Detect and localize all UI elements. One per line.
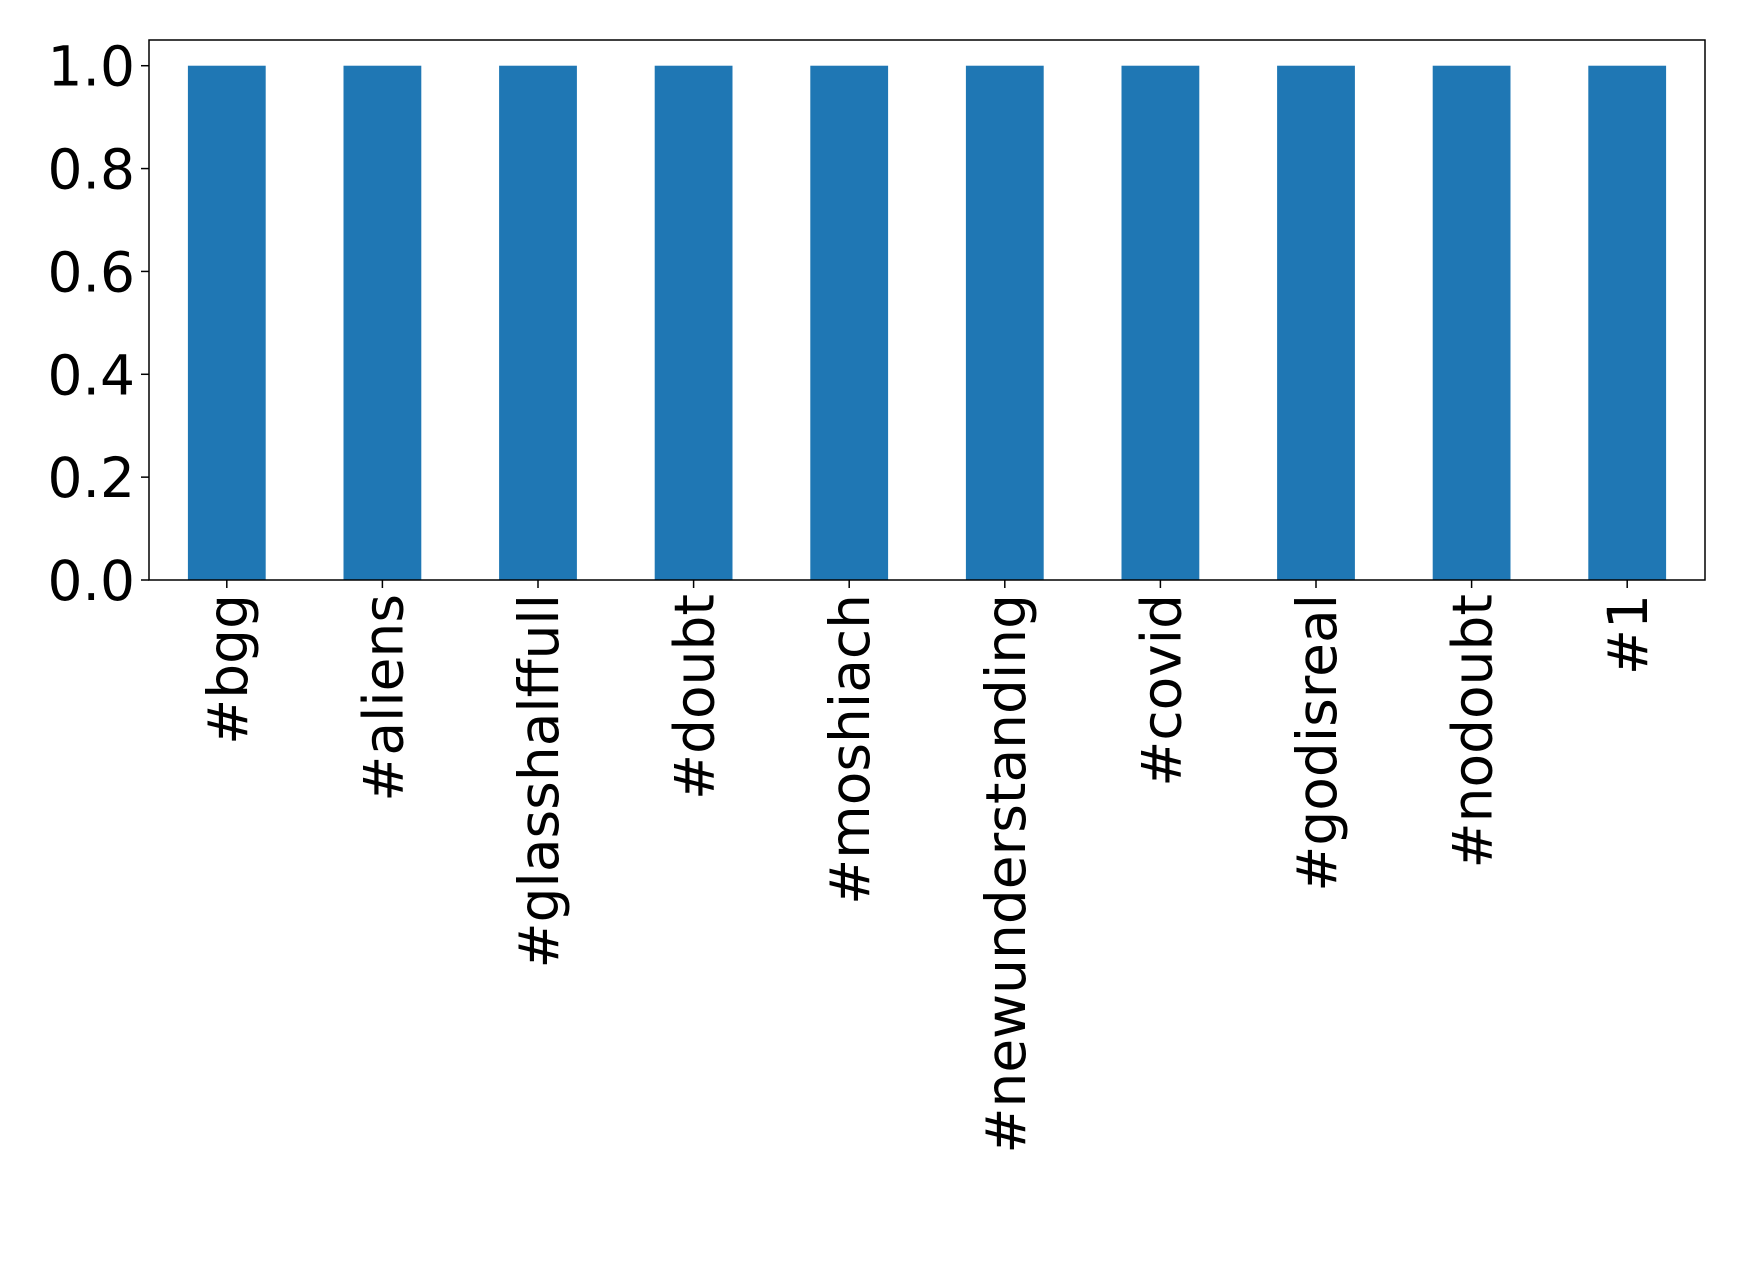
x-tick-label: #bgg <box>196 594 260 745</box>
x-tick-label: #moshiach <box>818 594 882 905</box>
y-tick-label: 0.0 <box>48 549 135 613</box>
plot-frame <box>148 39 1706 581</box>
x-tick-label: #glasshalffull <box>507 594 571 968</box>
y-tick-label: 0.2 <box>48 446 135 510</box>
bar <box>1277 65 1355 580</box>
bar <box>965 65 1044 580</box>
y-tick-label: 1.0 <box>48 35 135 99</box>
bar <box>1588 65 1667 580</box>
y-tick-label: 0.6 <box>48 240 135 304</box>
x-tick-label: #1 <box>1596 594 1660 675</box>
x-tick-label: #godisreal <box>1285 594 1349 892</box>
bar <box>343 65 422 580</box>
x-tick-label: #nodoubt <box>1441 594 1505 869</box>
y-tick-label: 0.4 <box>48 343 135 407</box>
bar <box>187 65 266 580</box>
bar <box>499 65 577 580</box>
x-tick-label: #doubt <box>663 594 727 800</box>
bar <box>1121 65 1200 580</box>
x-tick-label: #aliens <box>351 594 415 802</box>
bar <box>810 65 889 580</box>
bar <box>654 65 733 580</box>
y-tick-label: 0.8 <box>48 138 135 202</box>
x-tick-label: #newunderstanding <box>974 594 1038 1154</box>
bar <box>1432 65 1511 580</box>
x-tick-label: #covid <box>1129 594 1193 787</box>
